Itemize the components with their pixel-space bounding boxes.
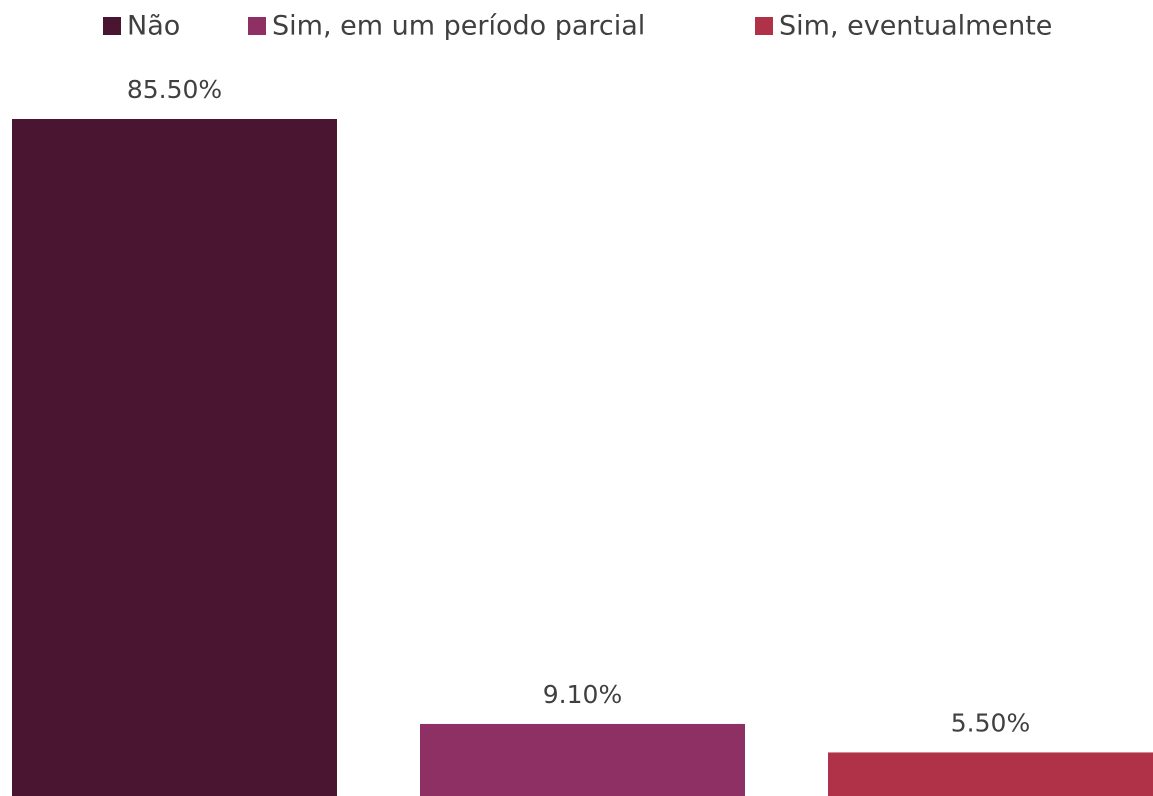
legend-swatch <box>755 17 773 35</box>
bar <box>828 752 1153 796</box>
legend-text: Não <box>127 11 180 42</box>
bar <box>12 119 337 796</box>
value-label: 9.10% <box>543 680 622 709</box>
value-label: 85.50% <box>127 75 222 104</box>
legend-swatch <box>248 17 266 35</box>
legend-text: Sim, eventualmente <box>779 11 1052 42</box>
bar <box>420 723 745 796</box>
legend-swatch <box>103 17 121 35</box>
value-label: 5.50% <box>951 708 1030 737</box>
legend-text: Sim, em um período parcial <box>272 11 645 42</box>
